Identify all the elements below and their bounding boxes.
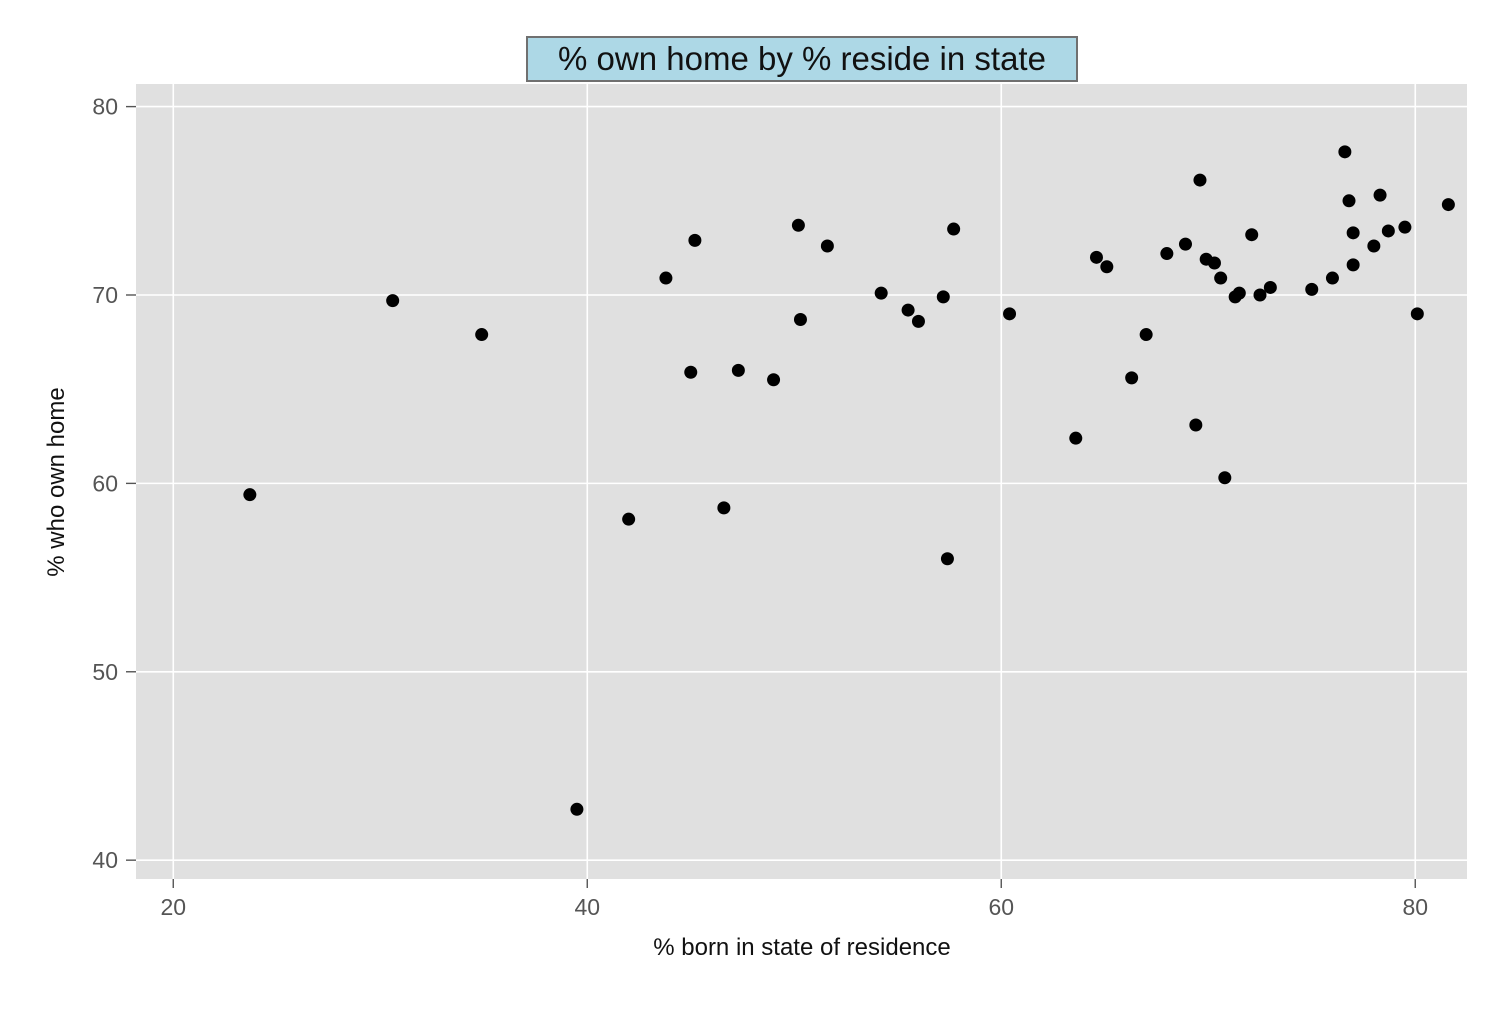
data-point (1305, 282, 1319, 296)
data-points (243, 145, 1455, 816)
data-point (947, 222, 961, 236)
data-point (1325, 271, 1339, 285)
data-point (684, 365, 698, 379)
x-tick-label: 40 (574, 894, 600, 920)
data-point (1410, 307, 1424, 321)
data-point (475, 328, 489, 342)
data-point (1100, 260, 1114, 274)
x-tick-label: 80 (1402, 894, 1428, 920)
data-point (1069, 431, 1083, 445)
axes: 20 40 60 80 40 50 60 70 80 (92, 94, 1428, 920)
y-axis-title: % who own home (43, 387, 70, 576)
data-point (767, 373, 781, 387)
data-point (1263, 280, 1277, 294)
y-tick-label: 80 (92, 94, 118, 120)
data-point (1189, 418, 1203, 432)
data-point (1398, 220, 1412, 234)
data-point (1125, 371, 1139, 385)
data-point (1342, 194, 1356, 208)
data-point (1160, 247, 1174, 261)
data-point (386, 294, 400, 308)
data-point (1346, 226, 1360, 240)
data-point (1381, 224, 1395, 238)
data-point (1245, 228, 1259, 242)
data-point (874, 286, 888, 300)
data-point (1373, 188, 1387, 202)
data-point (1441, 198, 1455, 212)
data-point (820, 239, 834, 253)
grid-lines (136, 84, 1467, 879)
data-point (791, 218, 805, 232)
y-tick-label: 60 (92, 470, 118, 496)
data-point (731, 363, 745, 377)
data-point (1253, 288, 1267, 302)
data-point (1214, 271, 1228, 285)
data-point (1178, 237, 1192, 251)
chart-title: % own home by % reside in state (526, 36, 1078, 82)
data-point (1338, 145, 1352, 159)
data-point (1346, 258, 1360, 272)
data-point (1207, 256, 1221, 270)
data-point (1232, 286, 1246, 300)
x-axis-title: % born in state of residence (653, 934, 951, 961)
data-point (793, 312, 807, 326)
data-point (659, 271, 673, 285)
data-point (1367, 239, 1381, 253)
y-tick-label: 40 (92, 847, 118, 873)
data-point (688, 233, 702, 247)
data-point (243, 488, 257, 502)
data-point (717, 501, 731, 515)
data-point (1089, 250, 1103, 264)
data-point (1139, 328, 1153, 342)
x-tick-label: 60 (988, 894, 1014, 920)
data-point (901, 303, 915, 317)
data-point (940, 552, 954, 566)
plot-panel (136, 84, 1467, 879)
data-point (936, 290, 950, 304)
data-point (911, 314, 925, 328)
data-point (1003, 307, 1017, 321)
y-tick-label: 70 (92, 282, 118, 308)
y-tick-label: 50 (92, 659, 118, 685)
data-point (622, 512, 636, 526)
data-point (570, 802, 584, 816)
data-point (1218, 471, 1232, 485)
data-point (1193, 173, 1207, 187)
x-tick-label: 20 (160, 894, 186, 920)
